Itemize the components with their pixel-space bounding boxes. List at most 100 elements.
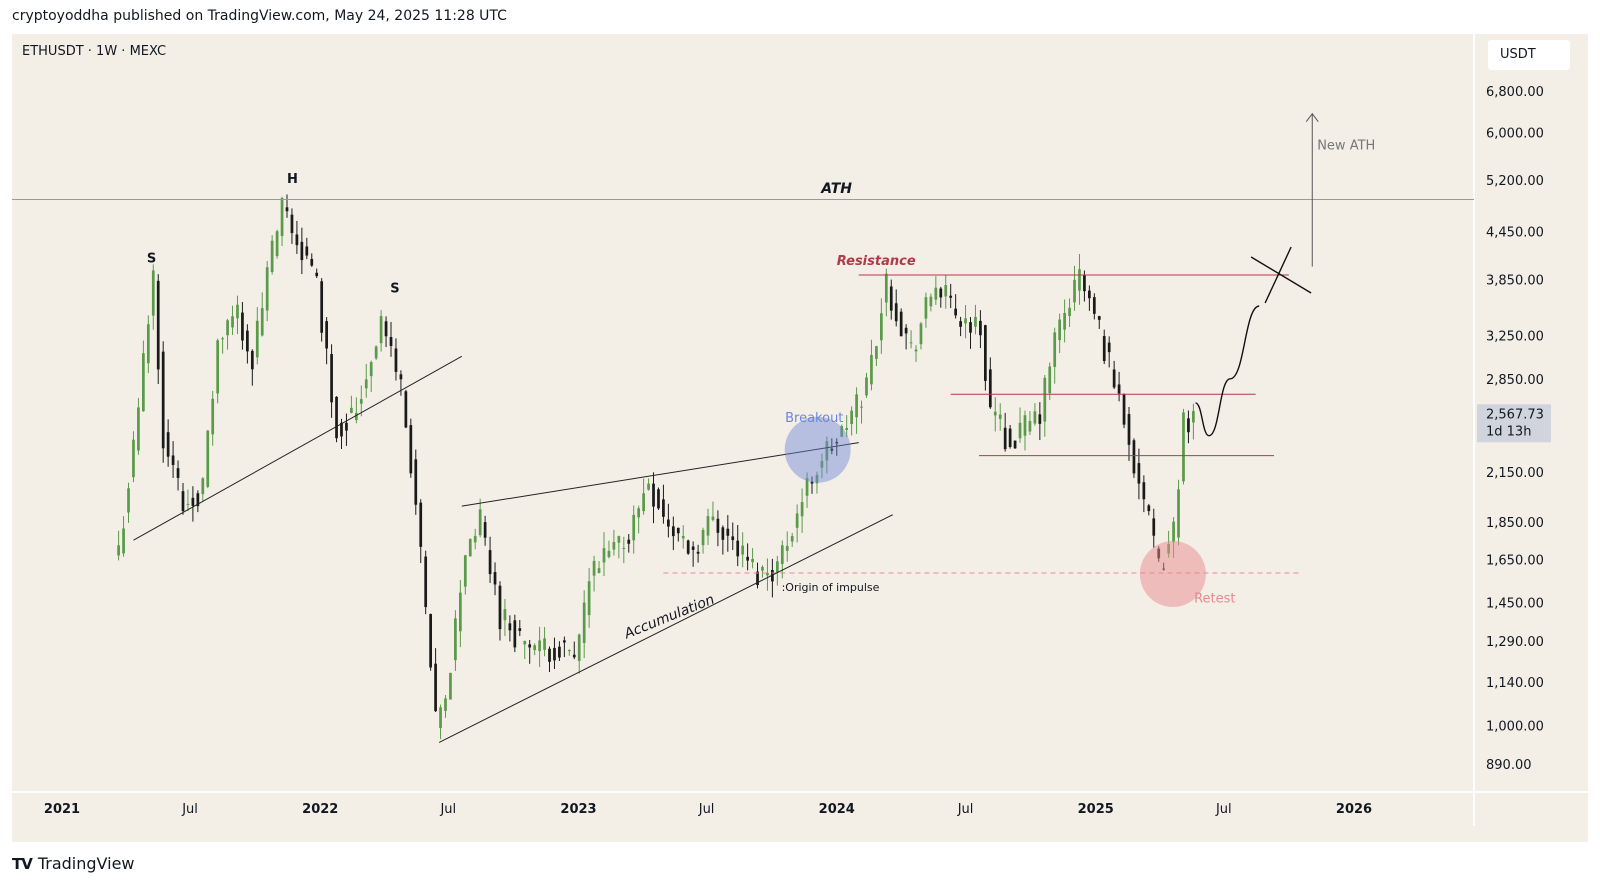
candle-body[interactable] bbox=[662, 499, 665, 517]
candle-body[interactable] bbox=[434, 663, 437, 712]
candle-body[interactable] bbox=[1182, 412, 1185, 482]
candle-body[interactable] bbox=[949, 295, 953, 298]
candle-body[interactable] bbox=[706, 516, 710, 536]
candle-body[interactable] bbox=[572, 654, 576, 658]
candle-body[interactable] bbox=[652, 483, 655, 507]
candle-body[interactable] bbox=[1073, 279, 1076, 303]
candle-body[interactable] bbox=[335, 396, 338, 439]
candle-body[interactable] bbox=[543, 638, 546, 650]
candle-body[interactable] bbox=[825, 441, 829, 461]
candle-body[interactable] bbox=[364, 379, 368, 389]
candle-body[interactable] bbox=[988, 369, 992, 408]
candle-body[interactable] bbox=[860, 406, 863, 408]
breakout-circle[interactable] bbox=[784, 416, 851, 483]
candle-body[interactable] bbox=[132, 439, 135, 478]
candle-body[interactable] bbox=[181, 491, 185, 512]
candle-body[interactable] bbox=[934, 287, 938, 300]
candle-body[interactable] bbox=[439, 707, 442, 728]
candle-body[interactable] bbox=[761, 566, 764, 571]
candle-body[interactable] bbox=[617, 536, 621, 543]
candle-body[interactable] bbox=[1008, 428, 1012, 447]
candle-body[interactable] bbox=[855, 394, 858, 418]
candle-body[interactable] bbox=[488, 550, 492, 575]
candle-body[interactable] bbox=[483, 522, 487, 538]
candle-body[interactable] bbox=[1048, 366, 1052, 394]
candle-body[interactable] bbox=[270, 240, 274, 273]
candle-body[interactable] bbox=[226, 320, 229, 336]
candle-body[interactable] bbox=[884, 273, 888, 303]
candle-body[interactable] bbox=[795, 513, 799, 528]
candle-body[interactable] bbox=[1033, 411, 1037, 424]
candle-body[interactable] bbox=[518, 628, 522, 631]
candle-body[interactable] bbox=[1092, 297, 1096, 314]
candle-body[interactable] bbox=[350, 407, 353, 413]
candle-body[interactable] bbox=[142, 353, 145, 412]
candle-body[interactable] bbox=[716, 518, 720, 533]
candle-body[interactable] bbox=[845, 427, 849, 431]
candle-body[interactable] bbox=[993, 411, 997, 416]
candle-body[interactable] bbox=[607, 550, 611, 558]
candle-body[interactable] bbox=[924, 297, 928, 319]
candle-body[interactable] bbox=[156, 280, 160, 370]
candle-body[interactable] bbox=[686, 540, 690, 554]
candle-body[interactable] bbox=[835, 441, 839, 444]
candle-body[interactable] bbox=[944, 285, 948, 297]
candle-body[interactable] bbox=[221, 338, 224, 340]
candle-body[interactable] bbox=[721, 527, 725, 540]
candle-body[interactable] bbox=[186, 503, 190, 505]
candle-body[interactable] bbox=[463, 555, 467, 587]
tradingview-logo[interactable]: TV TradingView bbox=[12, 854, 135, 873]
candle-body[interactable] bbox=[1058, 319, 1062, 341]
candle-body[interactable] bbox=[151, 270, 155, 316]
candle-body[interactable] bbox=[959, 321, 962, 327]
candle-body[interactable] bbox=[815, 474, 819, 484]
candle-body[interactable] bbox=[731, 536, 735, 541]
candle-body[interactable] bbox=[701, 529, 705, 546]
candle-body[interactable] bbox=[137, 407, 140, 451]
candle-body[interactable] bbox=[637, 508, 641, 518]
candle-body[interactable] bbox=[285, 207, 289, 212]
candle-body[interactable] bbox=[711, 516, 715, 520]
candle-body[interactable] bbox=[414, 459, 418, 505]
candle-body[interactable] bbox=[696, 551, 700, 554]
candle-body[interactable] bbox=[236, 304, 239, 319]
candle-body[interactable] bbox=[889, 286, 893, 311]
candle-body[interactable] bbox=[964, 318, 967, 324]
currency-selector[interactable]: USDT bbox=[1488, 40, 1570, 70]
candle-body[interactable] bbox=[191, 497, 195, 506]
candle-body[interactable] bbox=[1137, 463, 1141, 484]
candle-body[interactable] bbox=[553, 647, 556, 661]
candle-body[interactable] bbox=[300, 241, 304, 261]
candle-body[interactable] bbox=[161, 351, 165, 449]
candle-body[interactable] bbox=[325, 321, 328, 349]
candle-body[interactable] bbox=[870, 355, 873, 385]
candle-body[interactable] bbox=[810, 481, 814, 484]
candle-body[interactable] bbox=[473, 535, 477, 543]
candle-body[interactable] bbox=[1117, 384, 1121, 394]
candle-body[interactable] bbox=[246, 330, 249, 352]
candle-body[interactable] bbox=[969, 322, 972, 333]
candle-body[interactable] bbox=[315, 272, 319, 277]
candle-body[interactable] bbox=[548, 648, 551, 662]
candle-body[interactable] bbox=[1177, 489, 1180, 538]
candle-body[interactable] bbox=[513, 620, 517, 648]
candle-body[interactable] bbox=[250, 350, 254, 370]
candle-body[interactable] bbox=[676, 527, 680, 534]
candle-body[interactable] bbox=[627, 539, 631, 544]
candle-body[interactable] bbox=[587, 581, 591, 616]
candle-body[interactable] bbox=[231, 316, 234, 328]
candle-body[interactable] bbox=[1172, 521, 1175, 542]
candle-body[interactable] bbox=[146, 324, 150, 364]
candle-body[interactable] bbox=[602, 548, 606, 563]
candle-body[interactable] bbox=[241, 312, 244, 341]
candle-body[interactable] bbox=[176, 468, 180, 478]
candle-body[interactable] bbox=[567, 650, 571, 652]
candle-body[interactable] bbox=[563, 640, 566, 643]
candle-body[interactable] bbox=[508, 623, 512, 631]
candle-body[interactable] bbox=[409, 425, 413, 474]
candle-body[interactable] bbox=[1192, 411, 1195, 423]
symbol-title[interactable]: ETHUSDT · 1W · MEXC bbox=[22, 44, 167, 59]
candle-body[interactable] bbox=[458, 592, 462, 632]
candle-body[interactable] bbox=[879, 313, 883, 341]
